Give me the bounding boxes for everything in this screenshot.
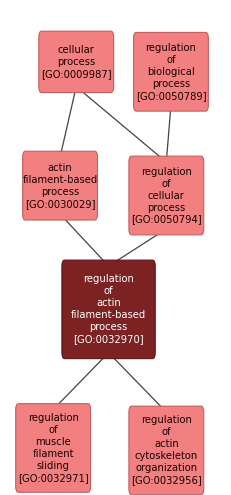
FancyBboxPatch shape <box>23 151 97 220</box>
Text: cellular
process
[GO:0009987]: cellular process [GO:0009987] <box>41 45 112 79</box>
FancyBboxPatch shape <box>129 406 204 495</box>
Text: regulation
of
muscle
filament
sliding
[GO:0032971]: regulation of muscle filament sliding [G… <box>18 413 88 483</box>
FancyBboxPatch shape <box>134 33 208 111</box>
FancyBboxPatch shape <box>129 156 204 235</box>
Text: regulation
of
actin
cytoskeleton
organization
[GO:0032956]: regulation of actin cytoskeleton organiz… <box>131 415 202 486</box>
Text: regulation
of
biological
process
[GO:0050789]: regulation of biological process [GO:005… <box>136 43 206 101</box>
Text: actin
filament-based
process
[GO:0030029]: actin filament-based process [GO:0030029… <box>22 163 98 208</box>
FancyBboxPatch shape <box>39 31 114 93</box>
Text: regulation
of
cellular
process
[GO:0050794]: regulation of cellular process [GO:00507… <box>131 166 202 225</box>
Text: regulation
of
actin
filament-based
process
[GO:0032970]: regulation of actin filament-based proce… <box>71 274 146 345</box>
FancyBboxPatch shape <box>16 404 91 492</box>
FancyBboxPatch shape <box>62 260 155 358</box>
